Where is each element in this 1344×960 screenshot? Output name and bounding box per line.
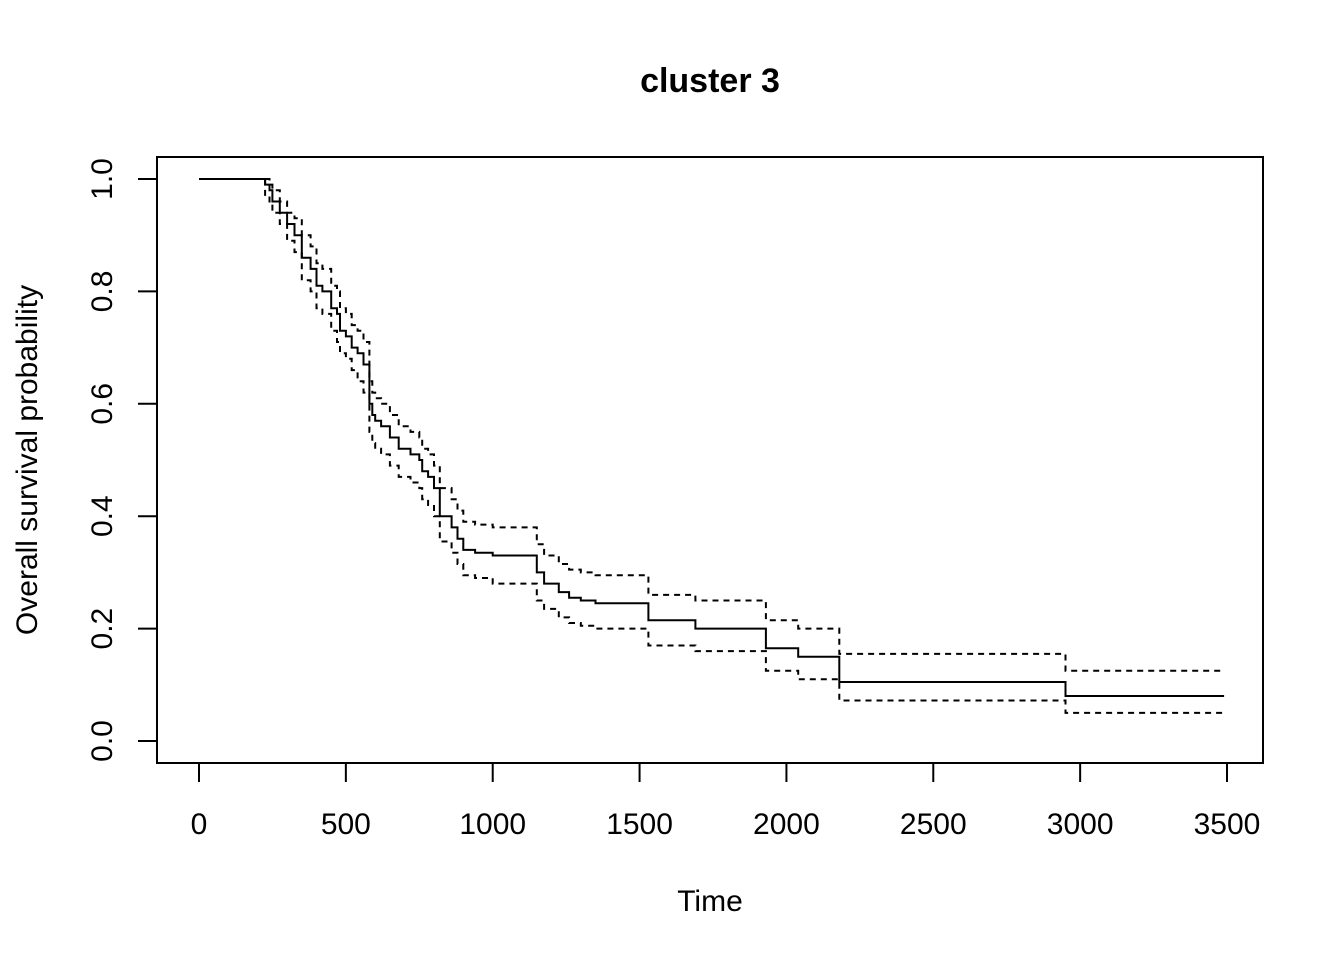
y-tick-label: 0.6 (86, 383, 119, 425)
x-tick-label: 0 (191, 808, 208, 841)
y-tick-label: 0.2 (86, 608, 119, 650)
y-tick-label: 0.0 (86, 720, 119, 762)
x-tick-label: 2500 (900, 808, 967, 841)
x-tick-label: 1500 (606, 808, 673, 841)
x-axis-label: Time (677, 885, 743, 918)
plot-frame (156, 156, 1264, 764)
x-tick-label: 3500 (1194, 808, 1261, 841)
confidence-band-line (199, 178, 1225, 714)
confidence-band-line (199, 178, 1225, 672)
survival-estimate-line (199, 178, 1225, 697)
y-axis: 0.0 0.2 0.4 0.6 0.8 1.0 (86, 158, 158, 762)
y-tick-label: 1.0 (86, 158, 119, 200)
x-tick-label: 500 (321, 808, 371, 841)
survival-curves (199, 178, 1225, 714)
x-tick-label: 2000 (753, 808, 820, 841)
y-tick-label: 0.8 (86, 271, 119, 313)
x-tick-label: 1000 (459, 808, 526, 841)
x-tick-label: 3000 (1047, 808, 1114, 841)
chart-title: cluster 3 (640, 62, 780, 100)
y-axis-label: Overall survival probability (11, 285, 44, 635)
x-axis: 0 500 1000 1500 2000 2500 3000 3500 (191, 762, 1261, 841)
y-tick-label: 0.4 (86, 495, 119, 537)
